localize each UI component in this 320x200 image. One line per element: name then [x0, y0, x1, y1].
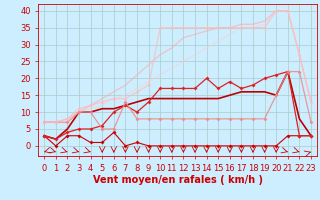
X-axis label: Vent moyen/en rafales ( km/h ): Vent moyen/en rafales ( km/h ) — [92, 175, 263, 185]
